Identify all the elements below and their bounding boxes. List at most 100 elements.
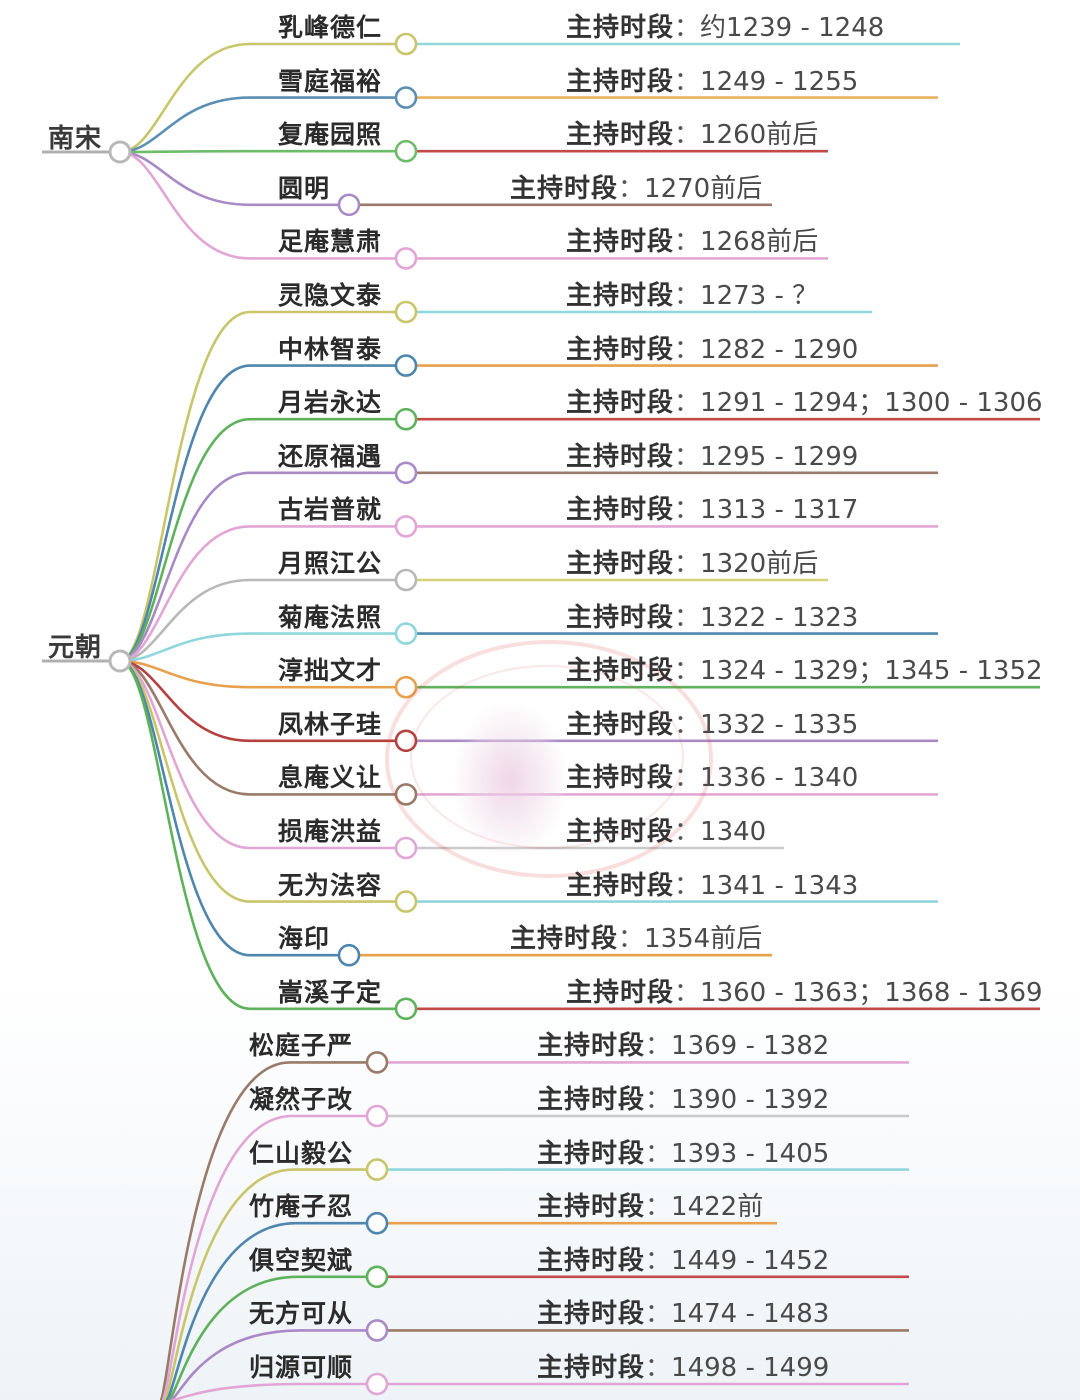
abbot-name[interactable]: 凤林子珪 <box>278 709 383 739</box>
abbot-name[interactable]: 古岩普就 <box>278 495 383 525</box>
abbot-name[interactable]: 圆明 <box>278 173 331 203</box>
node-circle[interactable] <box>394 515 418 538</box>
node-circle[interactable] <box>365 1051 389 1074</box>
abbot-name[interactable]: 月照江公 <box>278 549 383 578</box>
tenure-field-label: 主持时段 <box>537 1353 646 1383</box>
tenure-field-label: 主持时段 <box>566 13 675 43</box>
node-circle[interactable] <box>365 1265 389 1289</box>
tenure-field-label: 主持时段 <box>537 1138 646 1169</box>
tenure-field-label: 主持时段 <box>537 1085 646 1115</box>
branch-connector <box>119 150 339 207</box>
abbot-name[interactable]: 损庵洪益 <box>278 817 383 846</box>
tenure-value: 1270前后 <box>644 173 763 204</box>
abbot-name[interactable]: 仁山毅公 <box>249 1138 354 1168</box>
tenure-separator: ： <box>674 549 701 579</box>
node-circle[interactable] <box>365 1372 389 1396</box>
abbot-name[interactable]: 中林智泰 <box>278 334 383 364</box>
branch-connector <box>119 310 396 663</box>
tenure-value: 1341 - 1343 <box>700 870 859 901</box>
node-circle[interactable] <box>394 354 418 377</box>
node-circle[interactable] <box>365 1319 389 1342</box>
tenure-field-label: 主持时段 <box>566 977 675 1008</box>
tenure-text: 主持时段：1332 - 1335 <box>566 704 858 741</box>
branch-connector <box>119 632 396 663</box>
abbot-name[interactable]: 乳峰德仁 <box>278 13 383 42</box>
abbot-name[interactable]: 松庭子严 <box>249 1031 354 1061</box>
node-circle[interactable] <box>394 622 418 645</box>
tenure-text: 主持时段：1324 - 1329；1345 - 1352 <box>566 650 1043 687</box>
branch-connector <box>119 417 396 663</box>
node-circle[interactable] <box>394 86 418 109</box>
abbot-name[interactable]: 复庵园照 <box>278 120 383 150</box>
node-circle[interactable] <box>394 783 418 806</box>
root-node-circle[interactable] <box>108 649 132 673</box>
tenure-text: 主持时段：1282 - 1290 <box>566 329 858 366</box>
node-circle[interactable] <box>365 1158 389 1181</box>
node-circle[interactable] <box>365 1211 389 1235</box>
abbot-name[interactable]: 还原福遇 <box>278 441 383 471</box>
tenure-separator: ： <box>674 281 701 311</box>
abbot-name[interactable]: 月岩永达 <box>278 388 383 418</box>
root-node-yuan[interactable]: 元朝 <box>48 633 103 663</box>
tenure-text: 主持时段：1295 - 1299 <box>566 436 858 473</box>
tenure-text: 主持时段：1336 - 1340 <box>566 757 858 794</box>
node-circle[interactable] <box>394 300 418 324</box>
node-circle[interactable] <box>394 139 418 163</box>
node-circle[interactable] <box>394 32 418 56</box>
tenure-separator: ： <box>674 763 701 794</box>
abbot-name[interactable]: 淳拙文才 <box>278 656 383 686</box>
abbot-name[interactable]: 足庵慧肃 <box>278 227 383 257</box>
abbot-name[interactable]: 息庵义让 <box>278 763 383 793</box>
abbot-name[interactable]: 无方可从 <box>249 1299 354 1329</box>
root-node-southern-song[interactable]: 南宋 <box>48 124 103 154</box>
tenure-separator: ： <box>674 334 701 365</box>
abbot-name[interactable]: 俱空契斌 <box>249 1245 354 1275</box>
node-circle[interactable] <box>337 193 361 217</box>
abbot-name[interactable]: 归源可顺 <box>249 1353 354 1382</box>
abbot-name[interactable]: 无为法容 <box>278 870 383 900</box>
tenure-value: 1268前后 <box>700 227 819 258</box>
node-circle[interactable] <box>394 461 418 485</box>
node-circle[interactable] <box>394 836 418 860</box>
branch-connector <box>119 659 396 850</box>
tenure-text: 主持时段：1268前后 <box>566 221 818 258</box>
tenure-separator: ： <box>674 227 701 258</box>
tenure-text: 主持时段：1341 - 1343 <box>566 865 858 902</box>
tenure-value: 1449 - 1452 <box>671 1245 830 1276</box>
tenure-value: 1332 - 1335 <box>700 709 859 740</box>
tenure-value: 1474 - 1483 <box>671 1299 830 1330</box>
node-circle[interactable] <box>394 675 418 699</box>
abbot-name[interactable]: 嵩溪子定 <box>278 977 383 1007</box>
tenure-value: 1390 - 1392 <box>671 1085 830 1115</box>
tenure-value: 1324 - 1329；1345 - 1352 <box>700 656 1043 687</box>
node-circle[interactable] <box>394 729 418 753</box>
tenure-text: 主持时段：1340 <box>566 811 766 848</box>
abbot-name[interactable]: 竹庵子忍 <box>249 1192 354 1222</box>
node-circle[interactable] <box>365 1104 389 1128</box>
abbot-name[interactable]: 雪庭福裕 <box>278 66 383 96</box>
tenure-value: 1273 - ？ <box>700 281 819 311</box>
abbot-name[interactable]: 菊庵法照 <box>278 602 383 632</box>
abbot-name[interactable]: 灵隐文泰 <box>278 281 383 310</box>
tenure-field-label: 主持时段 <box>537 1245 646 1276</box>
abbot-name[interactable]: 凝然子改 <box>249 1085 354 1114</box>
tenure-field-label: 主持时段 <box>566 656 675 687</box>
abbot-name[interactable]: 海印 <box>278 924 331 954</box>
branch-connector <box>167 1275 367 1400</box>
node-circle[interactable] <box>394 568 418 592</box>
node-circle[interactable] <box>337 943 361 967</box>
tenure-separator: ： <box>645 1353 672 1383</box>
node-circle[interactable] <box>394 997 418 1021</box>
tenure-value: 1369 - 1382 <box>671 1031 830 1062</box>
tenure-text: 主持时段：1249 - 1255 <box>566 61 858 98</box>
tenure-separator: ： <box>674 441 701 472</box>
node-circle[interactable] <box>394 890 418 913</box>
tenure-separator: ： <box>645 1299 672 1330</box>
tenure-separator: ： <box>645 1138 672 1169</box>
root-node-circle[interactable] <box>108 140 132 164</box>
node-circle[interactable] <box>394 247 418 270</box>
tenure-field-label: 主持时段 <box>566 227 675 258</box>
tenure-text: 主持时段：1390 - 1392 <box>537 1079 829 1116</box>
node-circle[interactable] <box>394 407 418 431</box>
